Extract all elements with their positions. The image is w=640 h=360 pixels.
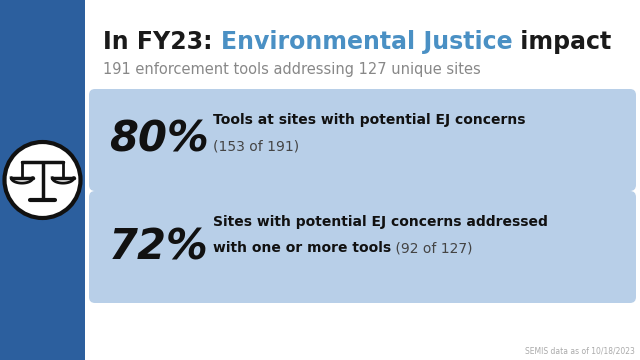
Text: Environmental Justice: Environmental Justice bbox=[221, 30, 513, 54]
FancyBboxPatch shape bbox=[89, 191, 636, 303]
Text: Sites with potential EJ concerns addressed: Sites with potential EJ concerns address… bbox=[213, 215, 548, 229]
Text: with one or more tools: with one or more tools bbox=[213, 241, 391, 255]
Text: (153 of 191): (153 of 191) bbox=[213, 139, 299, 153]
Circle shape bbox=[4, 142, 81, 218]
Text: 72%: 72% bbox=[109, 226, 209, 268]
Bar bbox=[0, 0, 85, 360]
Text: Tools at sites with potential EJ concerns: Tools at sites with potential EJ concern… bbox=[213, 113, 525, 127]
FancyBboxPatch shape bbox=[89, 89, 636, 191]
Text: In FY23:: In FY23: bbox=[103, 30, 221, 54]
Text: 80%: 80% bbox=[109, 119, 209, 161]
Text: impact: impact bbox=[513, 30, 612, 54]
Text: 191 enforcement tools addressing 127 unique sites: 191 enforcement tools addressing 127 uni… bbox=[103, 62, 481, 77]
Text: (92 of 127): (92 of 127) bbox=[391, 241, 472, 255]
Text: SEMIS data as of 10/18/2023: SEMIS data as of 10/18/2023 bbox=[525, 346, 635, 355]
